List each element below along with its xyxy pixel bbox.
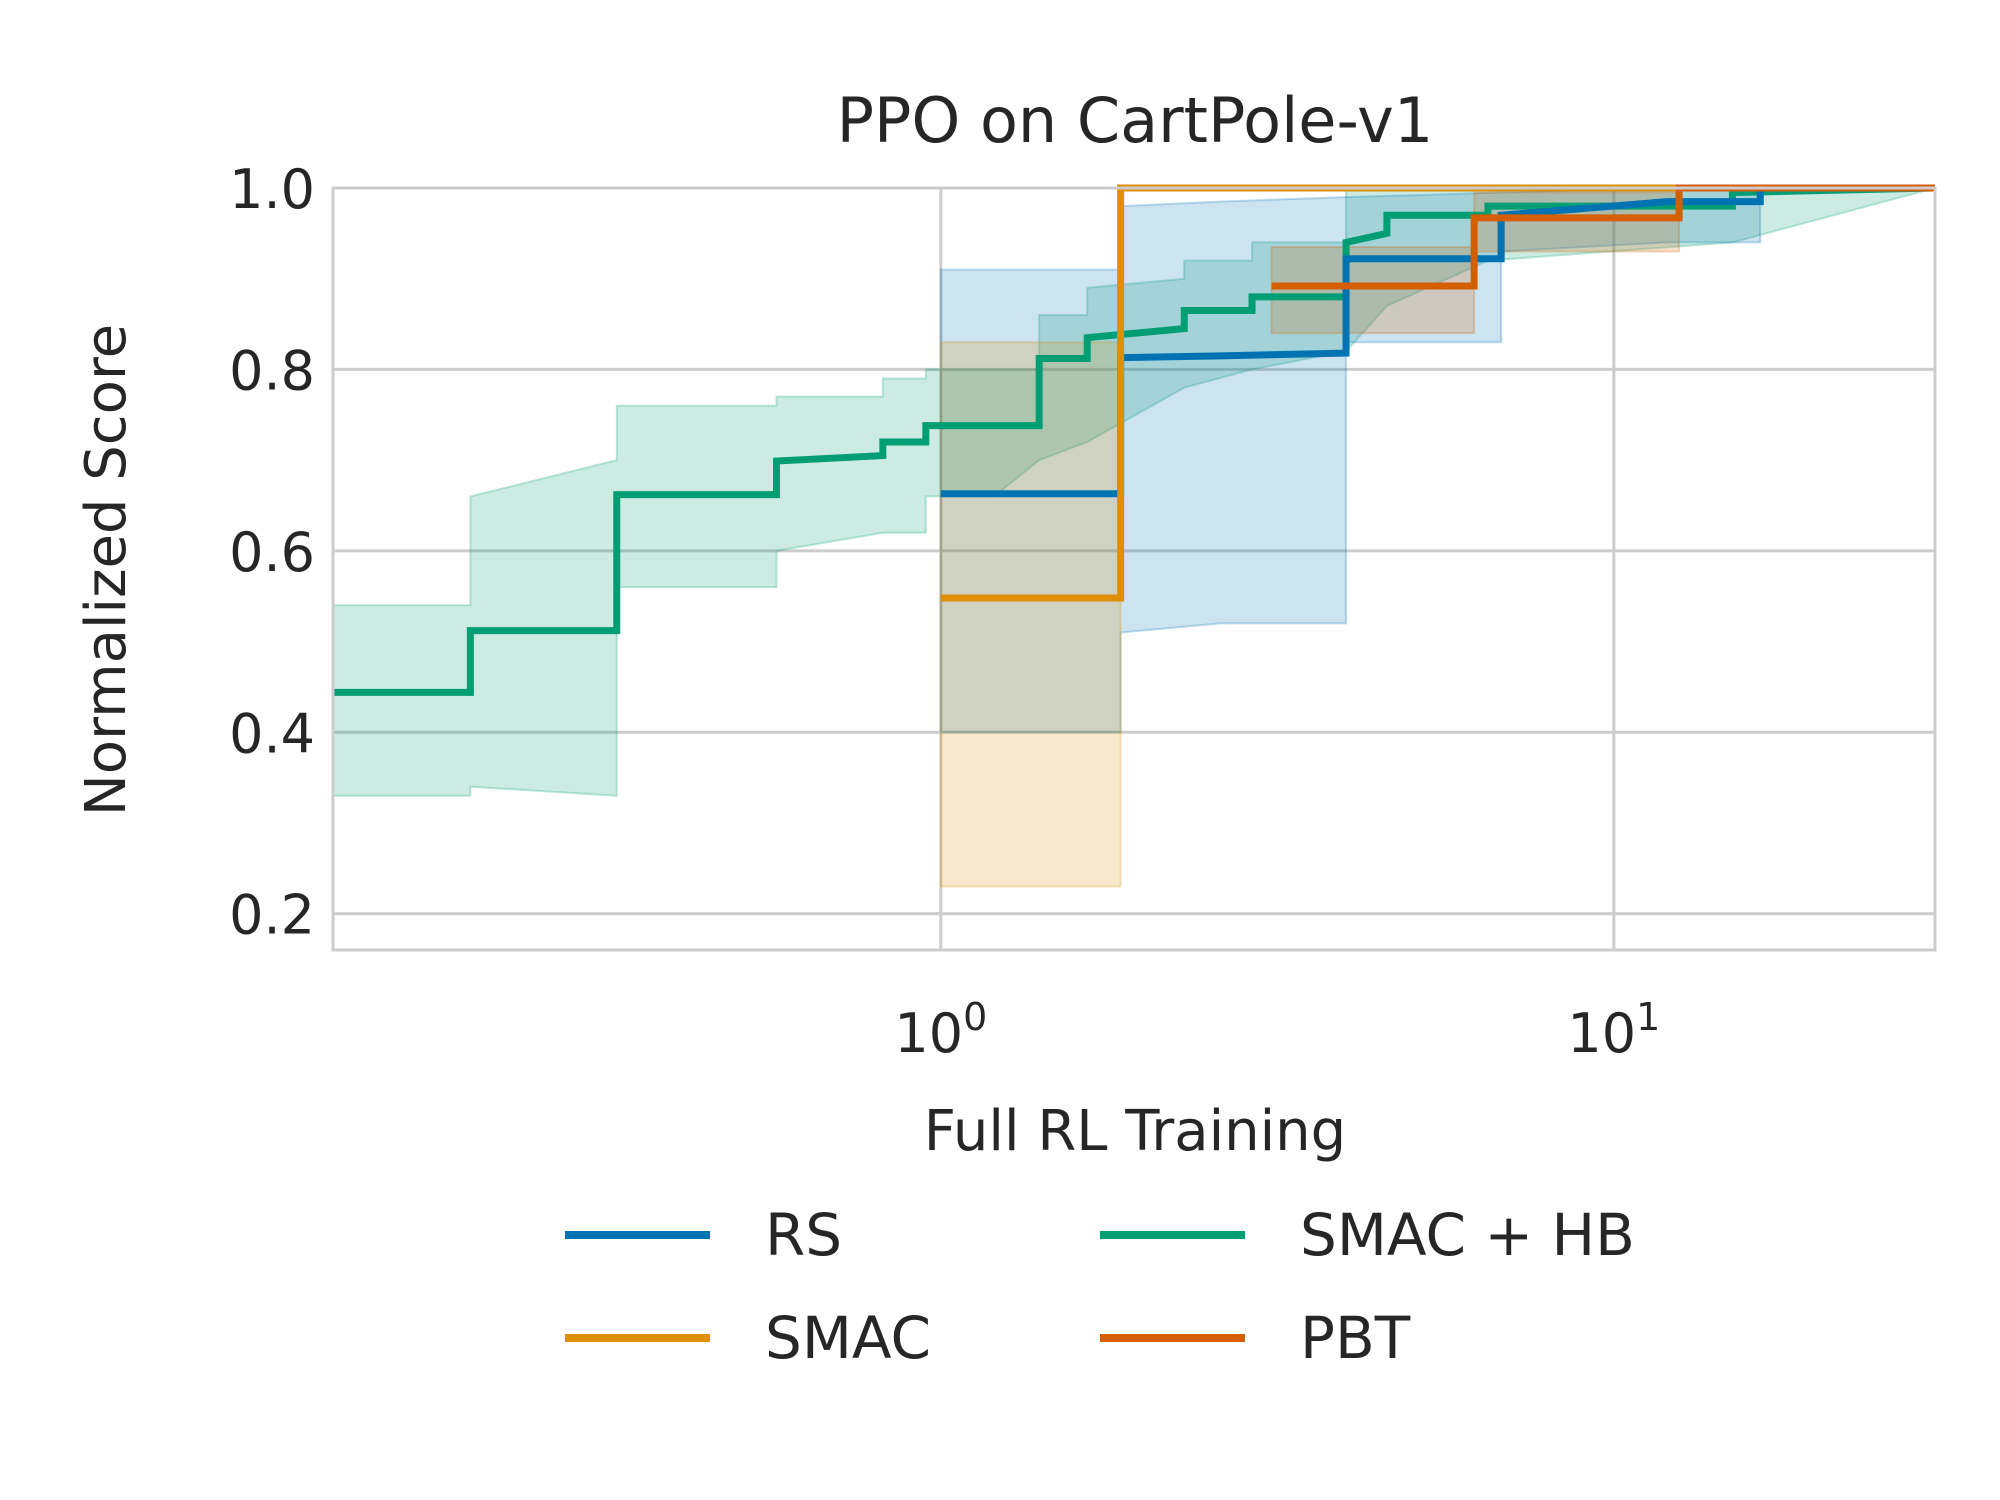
y-axis-label: Normalized Score (74, 324, 139, 816)
tick-labels: 0.2 0.4 0.6 0.8 1.0 100 101 (229, 158, 1660, 1065)
legend-label: SMAC (765, 1304, 931, 1372)
legend: RS SMAC + HB SMAC PBT (565, 1201, 1635, 1372)
y-tick-label: 0.2 (229, 884, 315, 947)
x-tick-label: 101 (1567, 995, 1660, 1065)
band-rs (939, 187, 1935, 734)
y-tick-label: 0.8 (229, 339, 315, 402)
y-tick-label: 0.4 (229, 702, 315, 765)
axes-frame (331, 186, 1937, 952)
legend-label: SMAC + HB (1300, 1201, 1635, 1269)
x-tick-label: 100 (894, 995, 987, 1065)
x-axis-label: Full RL Training (924, 1099, 1346, 1164)
y-tick-label: 1.0 (229, 158, 315, 221)
legend-label: RS (765, 1201, 842, 1269)
plot-area (331, 184, 1937, 952)
legend-label: PBT (1300, 1304, 1411, 1372)
line-smac-hb (333, 184, 1936, 696)
y-tick-label: 0.6 (229, 521, 315, 584)
axes-background (333, 188, 1935, 950)
chart-title: PPO on CartPole-v1 (837, 84, 1434, 157)
